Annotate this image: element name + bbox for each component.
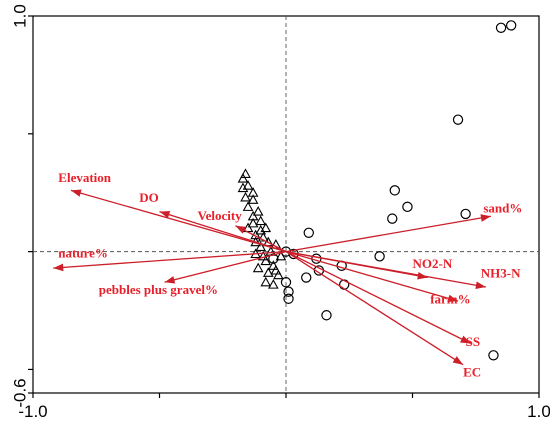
label-velocity: Velocity — [197, 208, 242, 223]
triangle-point — [268, 279, 279, 289]
label-do: DO — [139, 190, 159, 205]
label-ec: EC — [463, 365, 481, 380]
label-farm-: farm% — [430, 291, 470, 306]
x-tick-label-0: -1.0 — [18, 402, 47, 421]
arrowhead — [159, 210, 171, 219]
triangle-point — [270, 264, 282, 275]
label-nh3-n: NH3-N — [481, 266, 521, 281]
triangle-point — [255, 215, 267, 226]
arrowhead — [53, 263, 64, 272]
triangle-point — [255, 224, 267, 235]
circle-point — [452, 114, 464, 125]
triangle-point — [247, 217, 259, 228]
triangle-point — [255, 241, 267, 251]
triangle-point — [260, 255, 272, 266]
arrow-farm- — [285, 251, 459, 302]
triangle-point — [273, 269, 284, 280]
triangle-point — [242, 180, 254, 190]
arrow-ss — [285, 251, 471, 345]
arrow-elevation — [70, 189, 287, 253]
circle-point — [280, 277, 292, 288]
triangle-point — [252, 262, 264, 273]
axis-ticks — [28, 15, 540, 398]
arrowhead — [475, 281, 486, 289]
circle-point — [505, 20, 517, 31]
triangle-point — [240, 191, 251, 202]
x-tick-label-1: 1.0 — [527, 402, 550, 421]
triangle-point — [260, 276, 272, 287]
circle-point — [301, 272, 312, 283]
arrow-ec — [285, 251, 464, 366]
arrowhead — [164, 276, 176, 284]
arrowhead — [452, 356, 464, 365]
label-sand-: sand% — [483, 201, 522, 216]
arrow-nature- — [53, 250, 287, 269]
y-tick-label-1: 1.0 — [10, 4, 29, 28]
circle-point — [283, 286, 294, 297]
label-elevation: Elevation — [58, 170, 111, 185]
circle-point — [374, 251, 385, 262]
label-nature-: nature% — [58, 246, 108, 261]
arrow-pebbles-plus-gravel- — [164, 250, 287, 283]
triangle-point — [268, 260, 279, 270]
variable-labels: Elevation DO Velocity nature% pebbles plus g… — [58, 170, 522, 379]
circle-point — [402, 201, 413, 213]
arrow-do — [159, 210, 287, 253]
triangle-point — [247, 194, 259, 204]
circle-point — [321, 310, 332, 321]
triangle-point — [237, 182, 249, 193]
circle-point — [460, 208, 471, 220]
circle-point — [303, 227, 314, 238]
arrowhead — [480, 214, 491, 222]
circle-point — [338, 279, 350, 290]
triangle-point — [257, 250, 269, 261]
arrowhead — [70, 189, 82, 197]
arrowhead — [235, 225, 247, 234]
label-ss: SS — [466, 334, 480, 349]
sample-points — [237, 20, 517, 361]
circle-point — [488, 350, 499, 361]
triangle-point — [275, 250, 287, 261]
triangle-point — [260, 222, 272, 233]
arrowhead — [447, 294, 459, 302]
label-pebbles-plus-gravel-: pebbles plus gravel% — [99, 282, 218, 297]
triangle-point — [237, 173, 249, 183]
variable-arrows — [53, 189, 492, 366]
arrow-nh3-n — [285, 250, 486, 288]
triangle-point — [262, 267, 274, 277]
y-tick-label-0: -0.6 — [10, 378, 29, 407]
circle-point — [387, 213, 398, 224]
label-no2-n: NO2-N — [413, 256, 453, 271]
axis-tick-labels: -1.0 1.0 -0.6 1.0 — [10, 4, 550, 421]
triangle-point — [240, 168, 251, 178]
circle-point — [389, 185, 400, 196]
arrow-sand- — [285, 215, 492, 253]
triangle-point — [242, 201, 254, 211]
triangle-point — [257, 231, 269, 242]
circle-point — [495, 22, 507, 33]
triangle-point — [252, 206, 264, 216]
arrowhead — [460, 335, 471, 344]
circle-point — [268, 253, 279, 264]
circle-point — [283, 293, 294, 304]
